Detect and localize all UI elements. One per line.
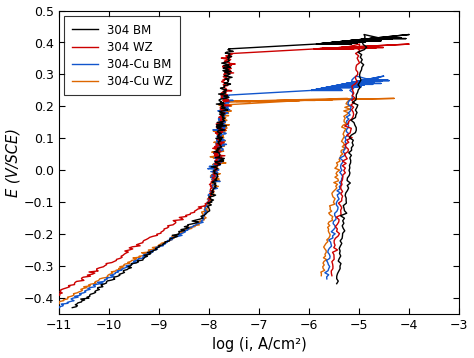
304 WZ: [29, 305, 35, 310]
304 BM: [221, 156, 227, 161]
304-Cu BM: [378, 81, 384, 86]
304 WZ: [346, 121, 351, 126]
304-Cu WZ: [210, 188, 216, 193]
Line: 304 WZ: 304 WZ: [32, 44, 409, 308]
304 WZ: [406, 42, 412, 46]
304-Cu BM: [335, 83, 340, 87]
Line: 304-Cu BM: 304-Cu BM: [59, 76, 389, 308]
304-Cu WZ: [338, 139, 344, 144]
304-Cu WZ: [319, 274, 324, 278]
Y-axis label: E (V/SCE): E (V/SCE): [6, 128, 20, 197]
304 WZ: [220, 111, 226, 116]
304 BM: [226, 53, 232, 57]
304 BM: [70, 305, 75, 310]
304-Cu BM: [57, 305, 63, 310]
304 BM: [216, 150, 222, 155]
Line: 304 BM: 304 BM: [73, 34, 409, 308]
304-Cu WZ: [185, 225, 191, 229]
304 WZ: [329, 274, 335, 278]
304 WZ: [263, 49, 268, 54]
304-Cu WZ: [121, 263, 127, 267]
304-Cu BM: [381, 74, 387, 78]
304-Cu BM: [320, 86, 326, 90]
304-Cu BM: [324, 277, 330, 281]
304-Cu BM: [101, 279, 107, 284]
Legend: 304 BM, 304 WZ, 304-Cu BM, 304-Cu WZ: 304 BM, 304 WZ, 304-Cu BM, 304-Cu WZ: [64, 16, 180, 95]
304 BM: [214, 123, 219, 127]
304 WZ: [213, 142, 219, 146]
304-Cu BM: [339, 158, 345, 162]
304 WZ: [219, 126, 225, 131]
Line: 304-Cu WZ: 304-Cu WZ: [53, 98, 394, 308]
304-Cu WZ: [51, 305, 56, 310]
304 WZ: [343, 161, 349, 165]
304 BM: [334, 281, 339, 286]
304 BM: [209, 200, 215, 204]
304-Cu WZ: [339, 125, 345, 129]
304-Cu BM: [344, 127, 349, 131]
304-Cu WZ: [385, 96, 391, 101]
X-axis label: log (i, A/cm²): log (i, A/cm²): [211, 338, 306, 352]
304 BM: [406, 32, 412, 37]
304 BM: [214, 178, 220, 183]
304-Cu WZ: [392, 96, 397, 101]
